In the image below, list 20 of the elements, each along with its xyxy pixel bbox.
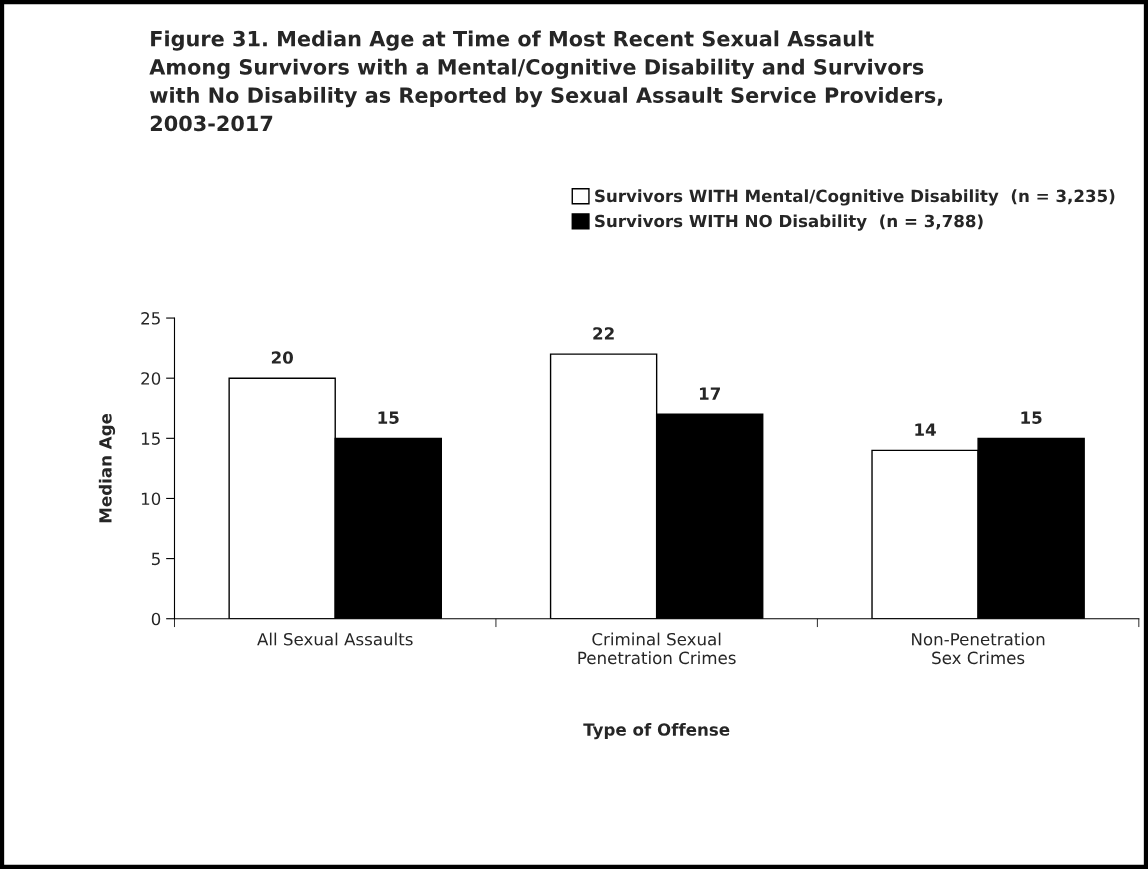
y-tick-label: 20	[141, 372, 161, 385]
legend-label: Survivors WITH Mental/Cognitive Disability (n = 3,235)	[595, 189, 1115, 206]
data-label: 17	[699, 387, 720, 400]
x-tick-label: All Sexual Assaults	[257, 632, 413, 646]
y-tick-label: 15	[141, 432, 160, 445]
x-tick-label: Criminal Sexual Penetration Crimes	[578, 632, 736, 665]
data-label: 20	[271, 351, 293, 364]
legend-label: Survivors WITH NO Disability (n = 3,788)	[595, 214, 983, 231]
data-label: 15	[378, 411, 399, 424]
data-label: 15	[1021, 411, 1042, 424]
y-tick-label: 25	[141, 312, 160, 325]
y-tick-label: 10	[141, 492, 161, 506]
y-axis-title: Median Age	[98, 413, 116, 523]
data-label: 14	[915, 423, 936, 436]
y-tick-label: 5	[151, 552, 160, 566]
x-axis-title: Type of Offense	[583, 722, 730, 740]
y-tick-label: 0	[151, 612, 161, 626]
data-label: 22	[593, 327, 614, 340]
chart-title: Figure 31. Median Age at Time of Most Recent Sexual Assault Among Survivors with a Mental/Cognitive Disability and Survivors with No Disability as Reported by Sexual Assault Service Providers, 2003-2017	[149, 30, 943, 132]
x-tick-label: Non-Penetration Sex Crimes	[912, 632, 1045, 665]
